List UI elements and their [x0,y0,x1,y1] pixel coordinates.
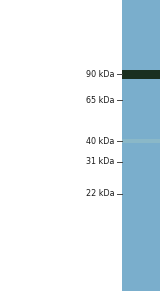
Text: 90 kDa: 90 kDa [86,70,114,79]
Text: 40 kDa: 40 kDa [86,137,114,146]
Text: 65 kDa: 65 kDa [86,96,114,105]
Text: 22 kDa: 22 kDa [86,189,114,198]
Bar [122,0,160,291]
Bar [122,139,160,143]
Text: 31 kDa: 31 kDa [86,157,114,166]
Bar [122,70,160,79]
